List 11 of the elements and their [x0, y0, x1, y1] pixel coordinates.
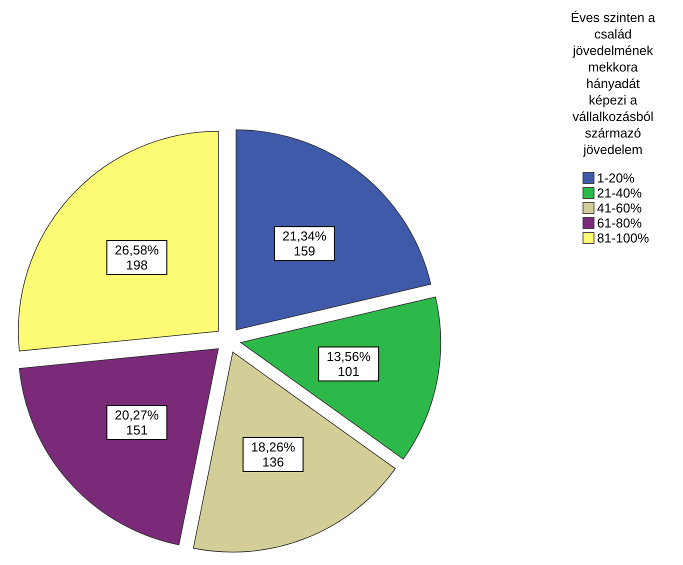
legend-label: 1-20%	[597, 170, 636, 186]
data-label: 13,56% 101	[326, 348, 372, 379]
data-label: 21,34% 159	[282, 228, 327, 259]
legend-label: 21-40%	[597, 186, 642, 200]
data-label: 26,58% 198	[114, 242, 160, 272]
data-label: 18,26% 136	[251, 439, 296, 470]
text: Éves szinten a család jövedelmének mekkora hányadát képezi a vállalkozásból származó jövedelem	[570, 10, 656, 157]
legend-label: 81-100%	[597, 230, 650, 246]
legend-label: 61-80%	[597, 216, 642, 230]
data-label: 20,27% 151	[114, 408, 160, 438]
legend-label: 41-60%	[597, 200, 642, 216]
